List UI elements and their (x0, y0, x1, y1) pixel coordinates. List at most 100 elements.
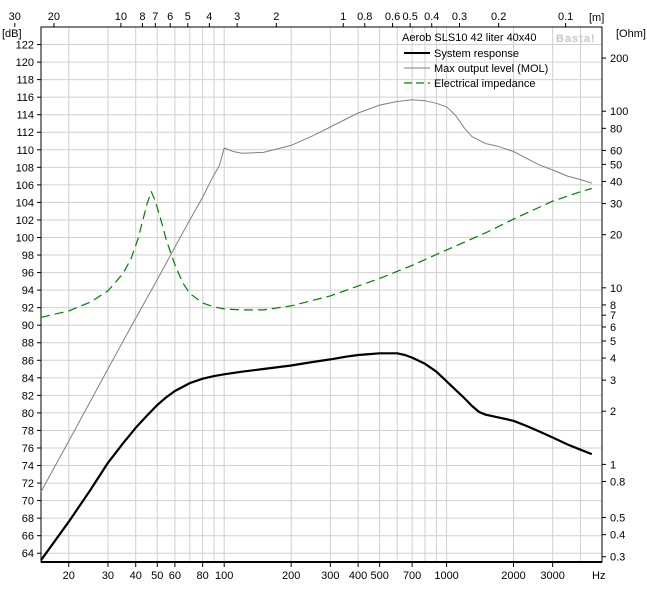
axis-layer: 20 30 40 50 60 80 100 200 300 400 500 700 1000 2000 30… (9, 11, 629, 582)
y-left-tick-label: 82 (22, 390, 34, 402)
chart-legend: Aerob SLS10 42 liter 40x40 Basta! System… (402, 32, 596, 90)
y-left-tick-label: 108 (16, 162, 34, 174)
series-max-output-level (40, 99, 592, 493)
y-left-tick-label: 74 (22, 461, 34, 473)
y-left-tick-label: 76 (22, 443, 34, 455)
y-right-tick-label: 0.8 (610, 476, 625, 488)
y-left-tick-label: 70 (22, 496, 34, 508)
y-left-tick-label: 92 (22, 303, 34, 315)
legend-label-max-output-level: Max output level (MOL) (434, 63, 548, 75)
top-tick-label: 0.6 (385, 11, 400, 23)
top-tick-label: 10 (115, 11, 127, 23)
y-right-tick-label: 0.4 (610, 530, 625, 542)
top-tick-label: 6 (167, 11, 173, 23)
y-right-tick-label: 0.3 (610, 552, 625, 564)
top-tick-label: 0.4 (424, 11, 439, 23)
x-tick-label: 40 (130, 570, 142, 582)
y-right-tick-label: 80 (610, 123, 622, 135)
y-left-tick-label: 104 (16, 197, 34, 209)
y-right-tick-label: 5 (610, 336, 616, 348)
y-right-unit-label: [Ohm] (616, 28, 646, 40)
y-right-tick-label: 0.5 (610, 513, 625, 525)
y-right-tick-label: 1 (610, 459, 616, 471)
top-tick-label: 3 (234, 11, 240, 23)
x-axis-unit-label: Hz (592, 570, 605, 582)
top-tick-label: 5 (185, 11, 191, 23)
x-tick-label: 2000 (501, 570, 525, 582)
top-tick-label: 7 (152, 11, 158, 23)
top-tick-label: 0.2 (491, 11, 506, 23)
y-left-tick-label: 96 (22, 268, 34, 280)
y-left-tick-label: 72 (22, 478, 34, 490)
y-left-tick-label: 102 (16, 215, 34, 227)
y-right-tick-label: 3 (610, 375, 616, 387)
chart-title: Aerob SLS10 42 liter 40x40 (402, 32, 537, 44)
y-left-tick-label: 86 (22, 355, 34, 367)
x-tick-label: 20 (63, 570, 75, 582)
y-left-tick-label: 98 (22, 250, 34, 262)
top-tick-label: 0.1 (558, 11, 573, 23)
x-tick-label: 300 (321, 570, 339, 582)
top-tick-label: 30 (9, 11, 21, 23)
y-left-tick-label: 80 (22, 408, 34, 420)
series-electrical-impedance (40, 187, 592, 318)
top-tick-label: 0.8 (357, 11, 372, 23)
y-right-tick-label: 8 (610, 300, 616, 312)
top-tick-label: 0.3 (452, 11, 467, 23)
x-tick-label: 400 (349, 570, 367, 582)
y-right-tick-label: 60 (610, 145, 622, 157)
series-layer (40, 99, 593, 561)
legend-label-electrical-impedance: Electrical impedance (434, 78, 536, 90)
y-right-tick-label: 4 (610, 353, 616, 365)
y-left-tick-label: 78 (22, 425, 34, 437)
y-left-tick-label: 114 (16, 110, 34, 122)
y-right-tick-label: 2 (610, 406, 616, 418)
y-left-tick-label: 118 (16, 75, 34, 87)
y-left-tick-label: 110 (16, 145, 34, 157)
x-tick-label: 100 (215, 570, 233, 582)
legend-label-system-response: System response (434, 48, 519, 60)
top-tick-label: 8 (139, 11, 145, 23)
top-tick-label: 2 (273, 11, 279, 23)
y-right-tick-label: 6 (610, 322, 616, 334)
y-left-tick-label: 88 (22, 338, 34, 350)
y-left-tick-label: 120 (16, 57, 34, 69)
y-left-tick-label: 122 (16, 40, 34, 52)
top-tick-label: 20 (48, 11, 60, 23)
y-right-tick-label: 100 (610, 106, 628, 118)
y-right-tick-label: 50 (610, 159, 622, 171)
x-tick-label: 500 (370, 570, 388, 582)
x-tick-label: 700 (403, 570, 421, 582)
x-tick-label: 200 (282, 570, 300, 582)
y-left-tick-label: 64 (22, 548, 34, 560)
y-right-tick-label: 30 (610, 199, 622, 211)
y-right-tick-label: 20 (610, 230, 622, 242)
watermark-text: Basta! (556, 33, 596, 45)
y-left-tick-label: 112 (16, 127, 34, 139)
y-left-tick-label: 116 (16, 92, 34, 104)
top-tick-label: 4 (206, 11, 212, 23)
y-left-tick-label: 90 (22, 320, 34, 332)
y-left-tick-label: 68 (22, 513, 34, 525)
y-left-tick-label: 84 (22, 373, 34, 385)
x-tick-label: 60 (169, 570, 181, 582)
y-left-unit-label: [dB] (2, 28, 22, 40)
y-left-tick-label: 100 (16, 232, 34, 244)
x-tick-label: 80 (197, 570, 209, 582)
x-tick-label: 1000 (434, 570, 458, 582)
y-right-tick-label: 10 (610, 283, 622, 295)
y-right-tick-label: 40 (610, 177, 622, 189)
series-system-response (40, 352, 593, 561)
grid-layer (41, 27, 602, 562)
y-right-tick-label: 200 (610, 53, 628, 65)
x-tick-label: 50 (151, 570, 163, 582)
top-axis-unit-label: [m] (589, 12, 604, 24)
y-left-tick-label: 66 (22, 531, 34, 543)
top-tick-label: 0.5 (403, 11, 418, 23)
x-tick-label: 30 (102, 570, 114, 582)
y-left-tick-label: 94 (22, 285, 34, 297)
top-tick-label: 1 (340, 11, 346, 23)
x-tick-label: 3000 (540, 570, 564, 582)
